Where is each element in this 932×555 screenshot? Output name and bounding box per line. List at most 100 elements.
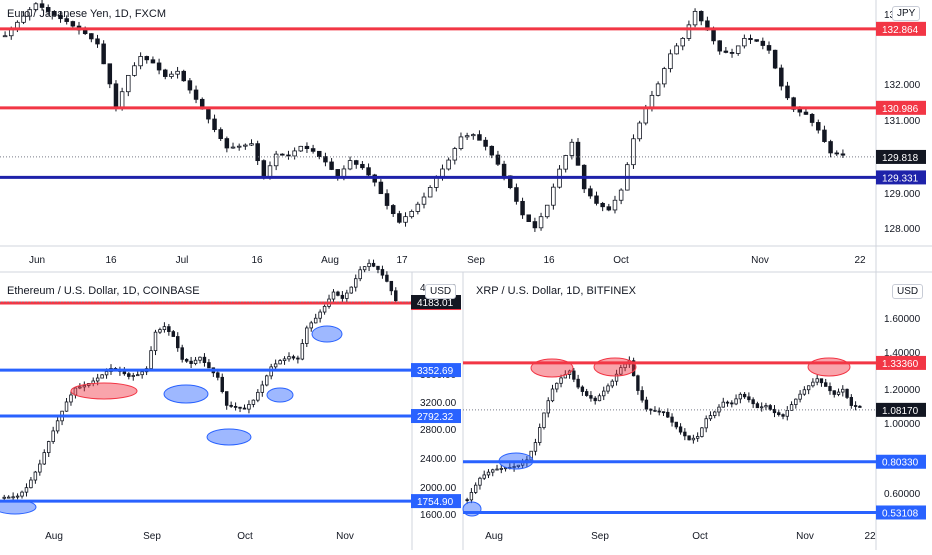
candle-body: [507, 175, 513, 189]
annotation-ellipse: [593, 357, 637, 377]
candle-body: [95, 377, 100, 382]
eurjpy-title: Euro / Japanese Yen, 1D, FXCM: [7, 8, 166, 20]
candle-body: [631, 360, 636, 377]
candle-body: [33, 471, 38, 481]
candle-body: [180, 347, 184, 360]
candle-body: [499, 468, 503, 470]
candle-body: [572, 370, 576, 380]
level-price-tag: [876, 100, 926, 115]
candle-body: [89, 33, 94, 40]
candle-body: [563, 155, 568, 170]
candle-body: [853, 405, 858, 407]
candle-body: [802, 389, 807, 395]
candle-body: [614, 373, 619, 382]
candle-body: [100, 374, 104, 379]
candle-body: [390, 205, 396, 215]
x-tick-label: Oct: [613, 255, 629, 266]
candle-body: [594, 195, 599, 204]
candle-body: [546, 400, 550, 414]
xrp-currency-button[interactable]: USD: [892, 284, 924, 299]
candle-body: [349, 286, 354, 294]
candle-body: [260, 384, 265, 393]
candle-body: [597, 395, 602, 402]
candle-body: [132, 65, 137, 76]
y-tick-label: 2000.00: [420, 483, 457, 494]
candle-body: [674, 45, 679, 55]
candle-body: [618, 189, 624, 201]
candle-body: [495, 154, 501, 165]
candle-body: [478, 477, 482, 486]
x-tick-label: Oct: [237, 531, 253, 542]
candle-body: [512, 466, 516, 468]
candle-body: [39, 3, 45, 8]
annotation-ellipse: [163, 384, 209, 404]
eurjpy-currency-button[interactable]: JPY: [892, 6, 921, 21]
candle-body: [465, 499, 469, 502]
xrp-title: XRP / U.S. Dollar, 1D, BITFINEX: [476, 285, 636, 297]
candle-body: [569, 141, 575, 156]
x-tick-label: Aug: [485, 531, 503, 542]
candle-body: [501, 163, 507, 177]
candle-body: [452, 148, 458, 161]
candle-body: [323, 156, 328, 163]
candle-body: [772, 49, 778, 69]
candle-body: [760, 40, 766, 46]
candle-body: [725, 401, 730, 404]
x-tick-label: Oct: [692, 531, 708, 542]
candle-body: [169, 73, 174, 77]
candle-body: [313, 317, 318, 324]
candle-body: [255, 143, 260, 162]
level-price-label: 132.864: [882, 25, 919, 36]
candle-body: [593, 397, 597, 402]
candle-body: [717, 40, 722, 52]
candle-body: [738, 393, 743, 400]
candle-body: [643, 106, 649, 124]
candle-body: [526, 214, 531, 222]
candle-body: [138, 56, 143, 67]
candle-body: [516, 464, 521, 467]
candle-body: [495, 468, 499, 471]
candle-body: [610, 380, 614, 387]
candle-body: [662, 68, 667, 85]
candle-body: [785, 409, 789, 417]
candle-body: [631, 138, 636, 166]
candle-body: [532, 221, 538, 229]
last-price-tag: [876, 402, 926, 417]
candle-body: [224, 138, 230, 149]
candle-body: [144, 56, 150, 61]
candle-body: [176, 336, 180, 349]
y-tick-label: 2400.00: [420, 454, 457, 465]
candle-body: [657, 410, 661, 413]
candle-body: [683, 431, 687, 437]
candle-body: [51, 430, 55, 442]
candle-body: [184, 358, 189, 362]
candle-body: [220, 376, 224, 392]
candle-body: [841, 388, 845, 393]
candle-body: [680, 38, 685, 47]
candle-body: [280, 153, 285, 156]
candle-body: [45, 7, 51, 12]
y-tick-label: 1.00000: [884, 419, 921, 430]
candle-body: [666, 411, 670, 418]
candle-body: [409, 211, 414, 218]
eth-currency-button[interactable]: USD: [425, 284, 457, 299]
candle-body: [576, 378, 580, 388]
candle-body: [668, 53, 673, 70]
candle-body: [247, 403, 251, 410]
candle-body: [286, 154, 291, 157]
candle-body: [748, 38, 753, 41]
candle-body: [655, 83, 661, 96]
candle-body: [38, 463, 42, 473]
candle-body: [207, 362, 211, 369]
y-tick-label: 129.000: [884, 189, 921, 200]
candle-body: [575, 141, 581, 166]
candle-body: [341, 168, 347, 178]
x-tick-label: 22: [854, 255, 866, 266]
candle-body: [602, 390, 606, 397]
candle-body: [687, 435, 691, 441]
x-tick-label: Nov: [751, 255, 769, 266]
candle-body: [187, 80, 193, 91]
candle-body: [175, 70, 180, 75]
candle-body: [584, 391, 589, 396]
